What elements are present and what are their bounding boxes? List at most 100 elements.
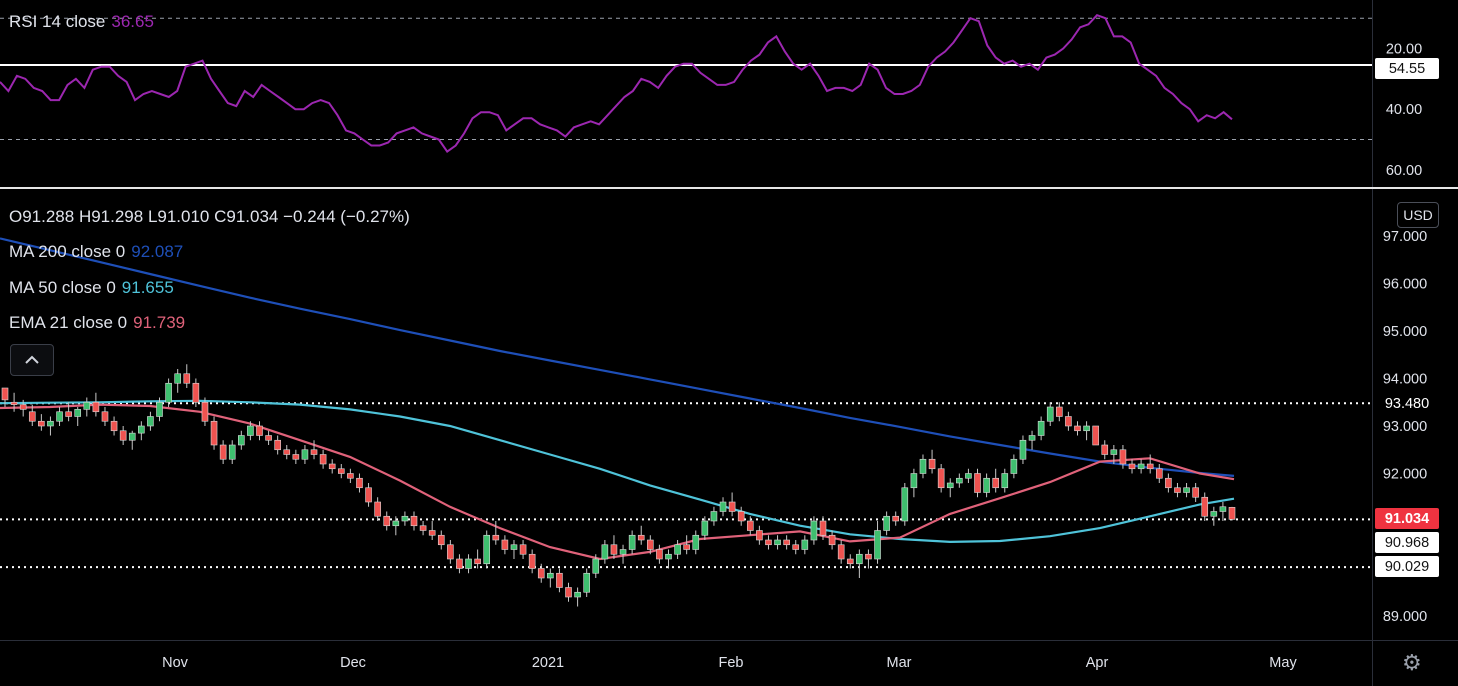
candle-body	[301, 449, 309, 460]
candle-body	[319, 454, 327, 465]
candle-body	[492, 534, 500, 541]
ma50-legend[interactable]: MA 50 close 0 91.655	[9, 278, 174, 298]
gear-icon[interactable]: ⚙	[1402, 650, 1422, 675]
candle-body	[247, 425, 254, 436]
candle-body	[528, 553, 536, 569]
candle-body	[610, 544, 618, 555]
candle-body	[437, 534, 445, 546]
candle-body	[401, 515, 409, 522]
candle-body	[165, 382, 172, 403]
candle-body	[592, 558, 600, 574]
candle-body	[1065, 416, 1072, 427]
candle-body	[756, 530, 763, 541]
candle-body	[19, 404, 27, 410]
ma50-legend-label: MA 50 close 0	[9, 278, 116, 297]
candle-body	[283, 449, 291, 455]
candle-body	[1192, 487, 1199, 498]
candle-body	[865, 553, 872, 560]
candle-body	[1019, 439, 1027, 460]
candle-body	[292, 454, 300, 460]
candle-body	[174, 373, 181, 384]
candle-body	[228, 444, 236, 460]
candle-body	[147, 416, 154, 427]
candle-body	[510, 544, 518, 550]
candle-body	[310, 449, 318, 455]
price-tick-label: 95.000	[1383, 324, 1427, 340]
candle-body	[138, 425, 145, 434]
candle-body	[837, 544, 845, 560]
candle-body	[1083, 425, 1090, 432]
candle-body	[810, 520, 818, 541]
candle-body	[883, 515, 890, 531]
candle-body	[846, 558, 854, 565]
candle-body	[219, 444, 227, 460]
currency-button[interactable]: USD	[1397, 202, 1439, 228]
ema21-legend-label: EMA 21 close 0	[9, 313, 128, 332]
candle-body	[1201, 496, 1209, 517]
candle-body	[692, 534, 700, 550]
candle-body	[1219, 506, 1227, 512]
candle-body	[856, 553, 863, 565]
candle-body	[47, 420, 54, 427]
candle-body	[656, 549, 663, 560]
candle-body	[156, 401, 163, 417]
candle-body	[65, 411, 72, 417]
candle-body	[465, 558, 472, 569]
ma50-legend-value: 91.655	[121, 278, 174, 297]
collapse-legend-button[interactable]	[10, 344, 54, 376]
price-tick-label: 96.000	[1383, 277, 1427, 293]
candle-body	[1128, 463, 1136, 470]
candle-body	[83, 401, 91, 410]
rsi-tick-label: 40.00	[1386, 102, 1422, 118]
candle-body	[347, 473, 354, 479]
candle-body	[983, 477, 990, 493]
ma200-line	[0, 237, 1235, 477]
candle-body	[683, 544, 690, 550]
candle-body	[1037, 420, 1045, 436]
candle-body	[328, 463, 336, 470]
ma200-legend-label: MA 200 close 0	[9, 242, 126, 261]
candle-body	[392, 520, 400, 527]
candle-body	[719, 501, 727, 512]
candle-body	[746, 520, 754, 531]
candle-body	[728, 501, 736, 512]
candle-body	[374, 501, 381, 517]
ema21-line	[0, 403, 1235, 561]
candle-body	[737, 511, 745, 522]
candle-body	[946, 482, 954, 489]
candle-body	[128, 432, 136, 441]
candle-body	[783, 539, 790, 546]
ema21-legend[interactable]: EMA 21 close 0 91.739	[9, 313, 185, 333]
candle-body	[910, 473, 918, 489]
candle-body	[119, 430, 127, 441]
candle-body	[801, 539, 809, 550]
candle-body	[601, 544, 609, 560]
candle-body	[1137, 463, 1145, 470]
time-axis-label: 2021	[532, 655, 564, 671]
candle-body	[774, 539, 781, 546]
candle-body	[901, 487, 909, 522]
prev-close-tag: 90.968	[1375, 532, 1439, 553]
candle-body	[1228, 507, 1236, 520]
candle-body	[456, 558, 463, 569]
rsi-legend: RSI 14 close 36.65	[9, 12, 154, 32]
candle-body	[937, 468, 945, 489]
candle-body	[1165, 477, 1172, 489]
candle-body	[10, 401, 18, 405]
candle-body	[238, 435, 245, 446]
candle-body	[919, 458, 927, 474]
candles	[1, 364, 1236, 607]
candle-body	[965, 473, 972, 479]
candle-body	[447, 544, 454, 560]
candle-body	[1074, 425, 1081, 432]
rsi-line	[0, 14, 1233, 154]
price-tick-label: 93.000	[1383, 419, 1427, 435]
candle-body	[101, 411, 109, 422]
candle-body	[356, 477, 363, 489]
ma200-legend[interactable]: MA 200 close 0 92.087	[9, 242, 183, 262]
candle-body	[1010, 458, 1018, 474]
ohlc-readout: O91.288 H91.298 L91.010 C91.034 −0.244 (…	[9, 207, 410, 226]
candle-body	[1101, 444, 1109, 455]
candle-body	[537, 568, 545, 579]
